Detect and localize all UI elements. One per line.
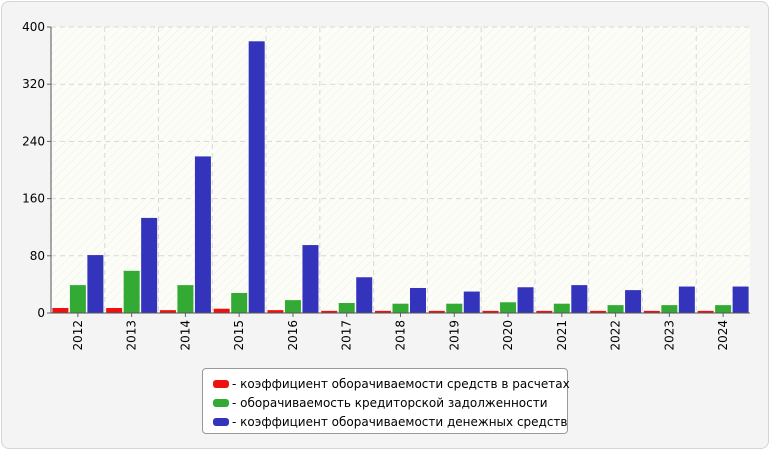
bar-series-3-2020 xyxy=(517,287,534,313)
bars xyxy=(52,41,749,314)
bar-series-2-2018 xyxy=(392,303,409,313)
bar-series-2-2022 xyxy=(607,305,624,313)
plot-area xyxy=(51,27,750,313)
bar-series-2-2021 xyxy=(553,303,570,313)
bar-series-2-2020 xyxy=(500,302,517,313)
bar-series-3-2022 xyxy=(625,290,642,313)
y-tick-label: 80 xyxy=(30,249,45,263)
x-tick-label: 2020 xyxy=(501,320,515,351)
axes xyxy=(47,26,750,317)
x-tick-label: 2015 xyxy=(232,320,246,351)
bar-series-2-2012 xyxy=(69,285,86,313)
bar-series-2-2019 xyxy=(446,303,463,313)
bar-series-3-2023 xyxy=(678,286,695,313)
bar-series-1-2016 xyxy=(267,310,284,313)
bar-series-1-2014 xyxy=(159,310,176,313)
legend-item-series-1: - коэффициент оборачиваемости средств в … xyxy=(213,374,570,393)
bar-series-1-2015 xyxy=(213,308,230,313)
bar-series-3-2017 xyxy=(356,277,373,313)
bar-series-2-2014 xyxy=(177,285,194,313)
x-axis-ticks: 2012 2013 2014 2015 2016 2017 2018 2019 2020 2021… xyxy=(71,320,730,351)
bar-series-3-2024 xyxy=(732,286,749,313)
bar-series-1-2022 xyxy=(590,310,607,313)
x-tick-label: 2022 xyxy=(609,320,623,351)
legend-swatch-series-2 xyxy=(213,398,229,407)
bar-series-3-2021 xyxy=(571,285,588,313)
legend-item-series-3: - коэффициент оборачиваемости денежных с… xyxy=(213,412,568,431)
bar-series-1-2019 xyxy=(428,310,445,313)
bar-series-1-2020 xyxy=(482,310,499,313)
legend-item-series-2: - оборачиваемость кредиторской задолженн… xyxy=(213,393,567,412)
x-tick-label: 2023 xyxy=(662,320,676,351)
bar-series-3-2014 xyxy=(194,156,211,313)
legend-swatch-series-1 xyxy=(213,379,229,388)
bar-series-3-2015 xyxy=(248,41,265,314)
y-tick-label: 0 xyxy=(37,306,45,320)
x-tick-label: 2024 xyxy=(716,320,730,351)
bar-series-3-2012 xyxy=(87,255,104,313)
bar-series-1-2021 xyxy=(536,310,553,313)
legend-label-series-1: - коэффициент оборачиваемости средств в … xyxy=(232,376,570,391)
x-tick-label: 2013 xyxy=(125,320,139,351)
gridlines xyxy=(51,26,750,313)
legend: - коэффициент оборачиваемости средств в … xyxy=(202,368,570,434)
bar-series-2-2024 xyxy=(715,305,732,313)
bar-series-2-2023 xyxy=(661,305,678,313)
bar-series-2-2016 xyxy=(284,300,301,313)
bar-series-1-2017 xyxy=(321,310,338,313)
x-tick-label: 2019 xyxy=(447,320,461,351)
bar-series-2-2013 xyxy=(123,270,140,313)
legend-label-series-2: - оборачиваемость кредиторской задолженн… xyxy=(232,395,548,410)
bar-series-3-2018 xyxy=(410,287,426,313)
legend-label-series-3: - коэффициент оборачиваемости денежных с… xyxy=(232,414,568,429)
x-tick-label: 2016 xyxy=(286,320,300,351)
x-tick-label: 2012 xyxy=(71,320,85,351)
bar-series-1-2012 xyxy=(52,307,69,313)
y-tick-label: 160 xyxy=(22,192,45,206)
x-tick-label: 2021 xyxy=(555,320,569,351)
bar-series-1-2013 xyxy=(106,307,123,313)
bar-series-1-2018 xyxy=(375,310,391,313)
bar-series-3-2013 xyxy=(141,217,158,313)
x-tick-label: 2017 xyxy=(340,320,354,351)
y-tick-label: 400 xyxy=(22,20,45,34)
x-tick-label: 2018 xyxy=(394,320,408,351)
x-tick-label: 2014 xyxy=(178,320,192,351)
y-tick-label: 320 xyxy=(22,77,45,91)
bar-series-3-2016 xyxy=(302,245,319,313)
y-tick-label: 240 xyxy=(22,134,45,148)
bar-series-2-2017 xyxy=(338,302,355,313)
y-axis-ticks: 0 80 160 240 320 400 xyxy=(22,20,45,320)
bar-series-1-2023 xyxy=(643,310,660,313)
bar-series-1-2024 xyxy=(697,310,714,313)
bar-series-3-2019 xyxy=(463,291,480,313)
bar-series-2-2015 xyxy=(231,292,248,313)
legend-swatch-series-3 xyxy=(213,417,229,426)
